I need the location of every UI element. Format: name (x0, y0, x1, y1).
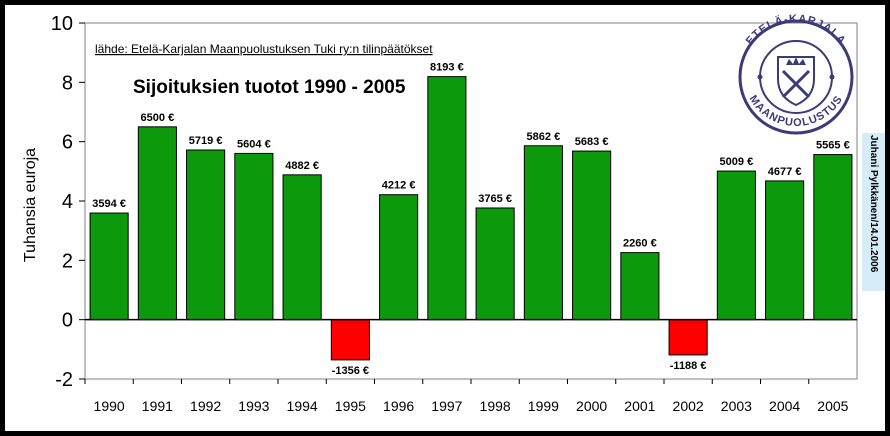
data-label-2004: 4677 € (768, 166, 802, 178)
data-label-2005: 5565 € (816, 140, 850, 152)
x-tick-label-1994: 1994 (287, 398, 318, 414)
data-label-2001: 2260 € (623, 238, 657, 250)
y-axis-label: Tuhansia euroja (22, 148, 39, 262)
bar-1992 (186, 149, 226, 321)
bar-2001 (620, 252, 660, 321)
data-label-1994: 4882 € (285, 160, 319, 172)
logo-star-left (757, 74, 763, 80)
bar-2005 (813, 154, 853, 321)
x-tick-label-1992: 1992 (190, 398, 221, 414)
data-label-2003: 5009 € (720, 156, 754, 168)
data-label-1999: 5862 € (527, 131, 561, 143)
x-tick-label-1999: 1999 (528, 398, 559, 414)
bar-1999 (523, 145, 563, 321)
bar-labels: 3594 € 6500 € 5719 € 5604 € 4882 € -1356 € 421… (92, 62, 849, 377)
data-label-1996: 4212 € (382, 180, 416, 192)
data-label-1997: 8193 € (430, 62, 464, 74)
x-tick-label-2004: 2004 (769, 398, 800, 414)
x-tick-label-2003: 2003 (721, 398, 752, 414)
data-label-2002: -1188 € (670, 360, 707, 372)
y-axis: -2 0 2 4 6 8 10 (51, 13, 85, 391)
logo-outer-ring (738, 19, 854, 135)
bar-1995 (330, 319, 370, 361)
bar-1991 (137, 126, 177, 321)
crossed-swords-icon (781, 69, 811, 99)
x-tick-label-2005: 2005 (817, 398, 848, 414)
x-tick-label-1998: 1998 (480, 398, 511, 414)
y-tick-label: 2 (62, 250, 73, 272)
y-tick-label: 6 (62, 132, 73, 154)
chart-title: Sijoituksien tuotot 1990 - 2005 (133, 77, 406, 98)
x-axis: 1990 1991 1992 1993 1994 1995 1996 1997 1998 1999… (84, 379, 849, 414)
data-label-1992: 5719 € (189, 135, 223, 147)
data-label-1995: -1356 € (332, 365, 369, 377)
logo-text-top: ETELÄ-KARJALA (744, 13, 848, 47)
x-tick-label-2002: 2002 (673, 398, 704, 414)
y-tick-label: -2 (55, 369, 73, 391)
x-tick-label-2000: 2000 (576, 398, 607, 414)
y-tick-label: 4 (62, 191, 73, 213)
x-tick-label-1993: 1993 (238, 398, 269, 414)
source-note: lähde: Etelä-Karjalan Maanpuolustuksen T… (95, 42, 433, 56)
bar-1997 (427, 76, 467, 321)
bar-2000 (572, 150, 612, 321)
y-tick-label: 10 (51, 13, 73, 35)
x-tick-label-2001: 2001 (624, 398, 655, 414)
bar-2002 (668, 319, 708, 356)
x-tick-label-1991: 1991 (142, 398, 173, 414)
y-tick-label: 8 (62, 72, 73, 94)
bar-2004 (765, 180, 805, 321)
bar-chart: Juhani Pylkkänen/14.01.2006 -2 0 2 4 6 8 10 35… (22, 13, 885, 414)
data-label-1990: 3594 € (92, 198, 126, 210)
author-note: Juhani Pylkkänen/14.01.2006 (868, 135, 879, 273)
crown-icon (786, 57, 806, 65)
data-label-1991: 6500 € (141, 112, 175, 124)
bar-1998 (475, 207, 515, 321)
x-tick-label-1997: 1997 (431, 398, 462, 414)
data-label-1998: 3765 € (478, 193, 512, 205)
side-band (862, 133, 885, 291)
bar-2003 (716, 170, 756, 321)
x-tick-label-1990: 1990 (94, 398, 125, 414)
bars (89, 76, 853, 361)
bar-1996 (379, 194, 419, 321)
bar-1990 (89, 212, 129, 321)
data-label-1993: 5604 € (237, 138, 271, 150)
x-tick-label-1996: 1996 (383, 398, 414, 414)
y-tick-label: 0 (62, 310, 73, 332)
logo-star-right (829, 74, 835, 80)
bar-1994 (282, 174, 322, 321)
logo: ETELÄ-KARJALA MAANPUOLUSTUS (738, 13, 854, 135)
data-label-2000: 5683 € (575, 136, 609, 148)
bar-1993 (234, 152, 274, 321)
x-tick-label-1995: 1995 (335, 398, 366, 414)
